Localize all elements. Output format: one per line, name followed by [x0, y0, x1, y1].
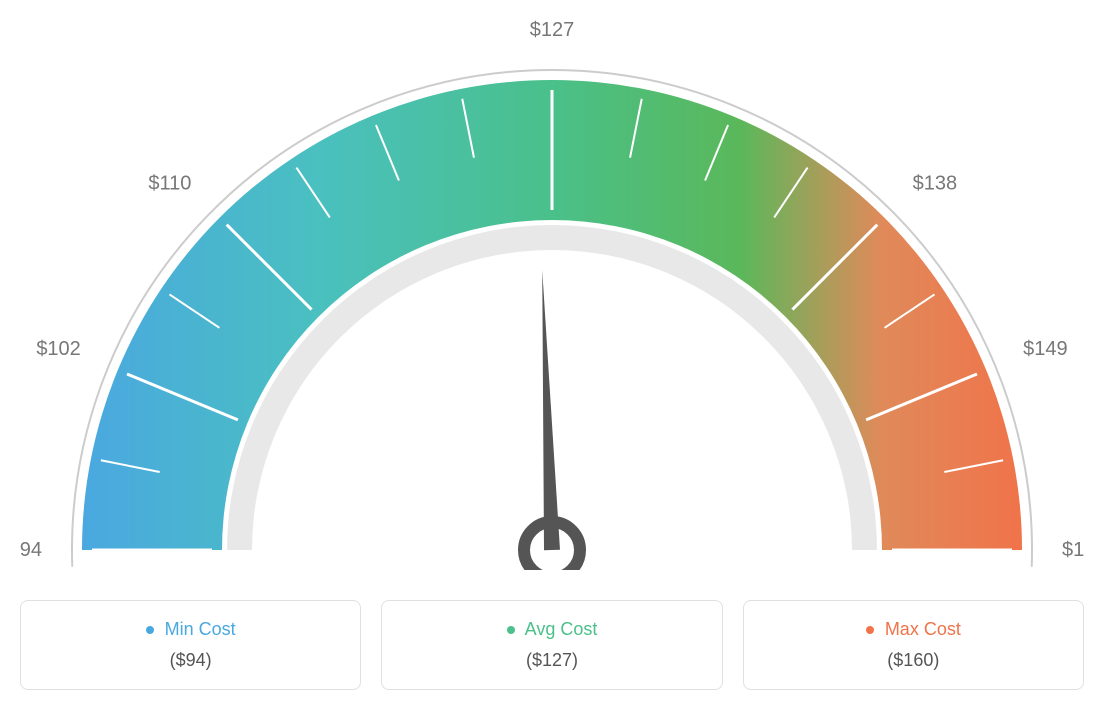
- svg-text:$94: $94: [20, 539, 42, 561]
- svg-text:$127: $127: [530, 20, 575, 41]
- legend-min-label: Min Cost: [165, 619, 236, 639]
- svg-text:$149: $149: [1023, 338, 1068, 360]
- gauge-chart: $94 $102 $110 $127 $138 $149 $160: [20, 20, 1084, 570]
- svg-text:$160: $160: [1062, 539, 1084, 561]
- legend-avg: Avg Cost ($127): [381, 600, 722, 690]
- legend-max-title: Max Cost: [754, 619, 1073, 640]
- svg-text:$138: $138: [913, 172, 958, 194]
- dot-icon: [866, 626, 874, 634]
- legend-min: Min Cost ($94): [20, 600, 361, 690]
- dot-icon: [146, 626, 154, 634]
- svg-text:$102: $102: [36, 338, 81, 360]
- legend-row: Min Cost ($94) Avg Cost ($127) Max Cost …: [20, 600, 1084, 690]
- dot-icon: [507, 626, 515, 634]
- svg-text:$110: $110: [148, 172, 191, 194]
- legend-min-title: Min Cost: [31, 619, 350, 640]
- legend-avg-title: Avg Cost: [392, 619, 711, 640]
- legend-max: Max Cost ($160): [743, 600, 1084, 690]
- legend-avg-label: Avg Cost: [525, 619, 598, 639]
- legend-max-label: Max Cost: [885, 619, 961, 639]
- gauge-svg: $94 $102 $110 $127 $138 $149 $160: [20, 20, 1084, 570]
- legend-avg-value: ($127): [392, 650, 711, 671]
- legend-min-value: ($94): [31, 650, 350, 671]
- legend-max-value: ($160): [754, 650, 1073, 671]
